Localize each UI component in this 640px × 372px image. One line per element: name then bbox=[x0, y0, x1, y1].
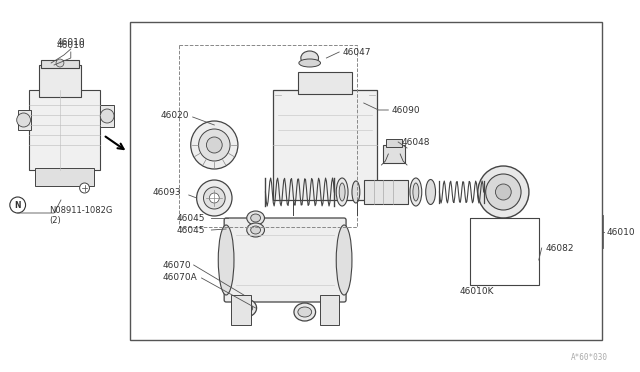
Circle shape bbox=[207, 137, 222, 153]
Ellipse shape bbox=[301, 51, 319, 65]
Text: 46010: 46010 bbox=[607, 228, 636, 237]
Circle shape bbox=[56, 59, 64, 67]
Bar bbox=[29, 90, 100, 170]
Text: A*60*030: A*60*030 bbox=[571, 353, 607, 362]
Text: N: N bbox=[15, 201, 21, 209]
Ellipse shape bbox=[235, 299, 257, 317]
Text: 46082: 46082 bbox=[546, 244, 574, 253]
Circle shape bbox=[209, 193, 220, 203]
Bar bbox=[35, 168, 94, 186]
Text: 46070A: 46070A bbox=[162, 273, 197, 282]
Circle shape bbox=[196, 180, 232, 216]
Text: 46010K: 46010K bbox=[460, 288, 494, 296]
Bar bbox=[387, 139, 402, 147]
Ellipse shape bbox=[413, 183, 419, 201]
Bar bbox=[273, 90, 376, 200]
Text: 46093: 46093 bbox=[152, 187, 181, 196]
Circle shape bbox=[79, 183, 90, 193]
Ellipse shape bbox=[352, 181, 360, 203]
Text: 46045: 46045 bbox=[177, 214, 205, 222]
Ellipse shape bbox=[251, 226, 260, 234]
Circle shape bbox=[478, 166, 529, 218]
Ellipse shape bbox=[247, 223, 264, 237]
Text: 46047: 46047 bbox=[342, 48, 371, 57]
Ellipse shape bbox=[247, 211, 264, 225]
Ellipse shape bbox=[336, 178, 348, 206]
Ellipse shape bbox=[336, 225, 352, 295]
Text: 46070: 46070 bbox=[162, 260, 191, 269]
Circle shape bbox=[495, 184, 511, 200]
Bar bbox=[100, 105, 114, 127]
Bar bbox=[39, 65, 81, 97]
Text: 46010: 46010 bbox=[56, 38, 85, 46]
Ellipse shape bbox=[218, 225, 234, 295]
Text: 46048: 46048 bbox=[401, 138, 429, 147]
Ellipse shape bbox=[298, 307, 312, 317]
Bar bbox=[42, 60, 79, 68]
Circle shape bbox=[10, 197, 26, 213]
Bar bbox=[18, 110, 31, 130]
Circle shape bbox=[17, 113, 31, 127]
Circle shape bbox=[198, 129, 230, 161]
Text: 46010: 46010 bbox=[56, 41, 85, 49]
Ellipse shape bbox=[294, 303, 316, 321]
Text: 46090: 46090 bbox=[391, 106, 420, 115]
Bar bbox=[298, 72, 352, 94]
Ellipse shape bbox=[299, 59, 321, 67]
Circle shape bbox=[204, 187, 225, 209]
Ellipse shape bbox=[339, 183, 345, 201]
Bar bbox=[470, 218, 539, 285]
Bar bbox=[383, 145, 405, 163]
Circle shape bbox=[100, 109, 114, 123]
Ellipse shape bbox=[426, 180, 436, 205]
Bar bbox=[364, 180, 408, 204]
Ellipse shape bbox=[251, 214, 260, 222]
Text: N08911-1082G: N08911-1082G bbox=[49, 205, 113, 215]
Bar bbox=[231, 295, 251, 325]
Text: 46045: 46045 bbox=[177, 225, 205, 234]
FancyBboxPatch shape bbox=[224, 218, 346, 302]
Circle shape bbox=[486, 174, 521, 210]
Text: (2): (2) bbox=[49, 215, 61, 224]
Circle shape bbox=[191, 121, 238, 169]
Bar bbox=[130, 22, 602, 340]
Ellipse shape bbox=[410, 178, 422, 206]
Bar bbox=[319, 295, 339, 325]
Text: 46020: 46020 bbox=[160, 110, 189, 119]
Ellipse shape bbox=[239, 303, 253, 313]
